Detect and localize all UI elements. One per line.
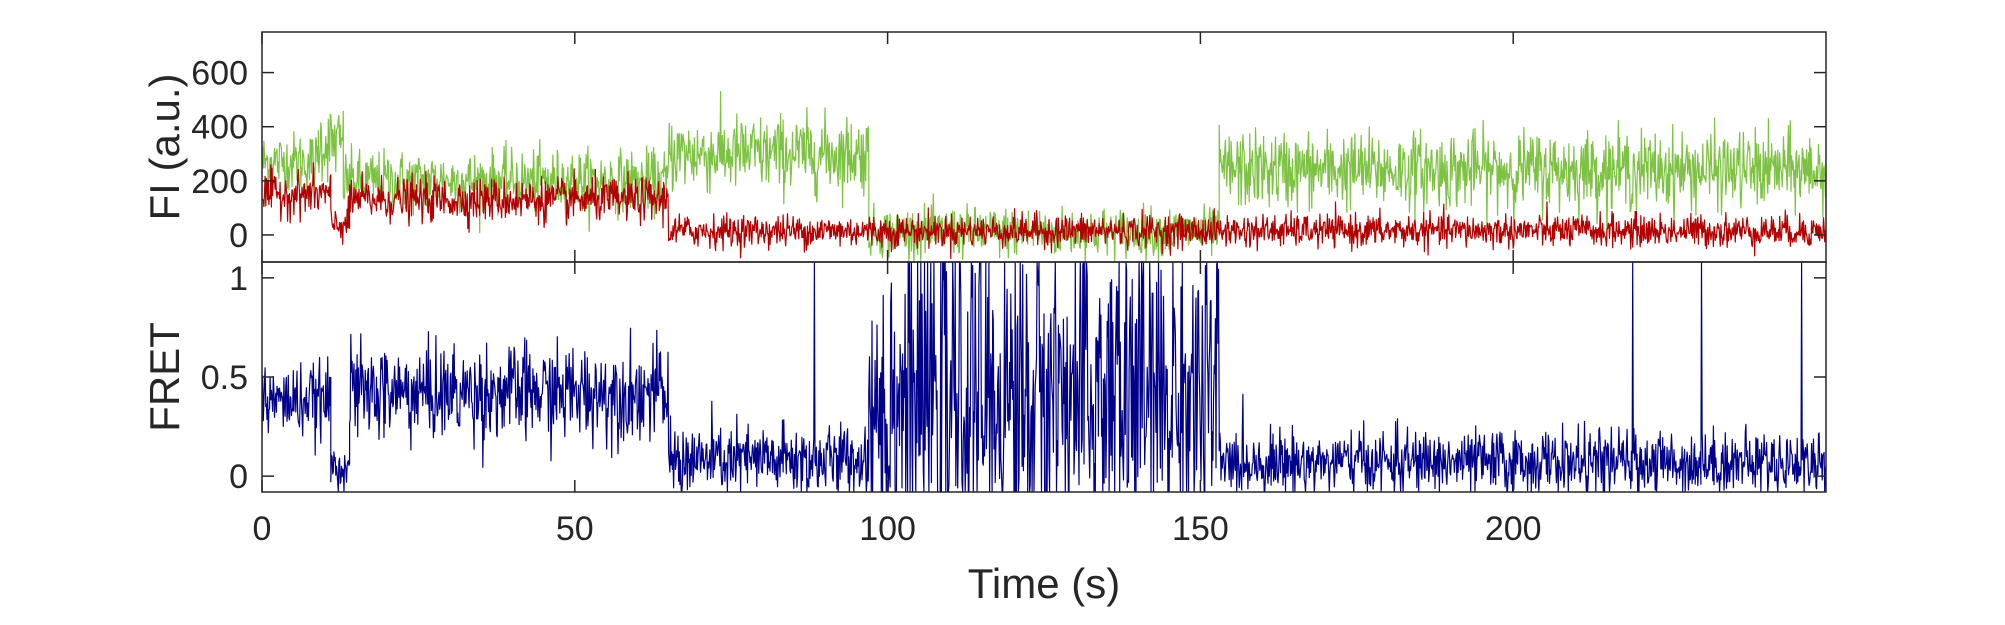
x-axis-label: Time (s) [968,560,1120,607]
bottom-plot-area [262,262,1826,492]
bottom-axis-ticks: 0 0.5 1 0 50 100 150 200 [201,260,1826,548]
top-plot-area [262,91,1826,262]
top-axis-ticks: 0 200 400 600 [191,32,1826,262]
bottom-x-tick-label: 50 [556,510,594,548]
bottom-x-tick-label: 200 [1485,510,1542,548]
bottom-y-tick-label: 0 [229,458,248,496]
top-panel: 0 200 400 600 FI (a.u.) [141,31,1827,263]
bottom-y-tick-label: 1 [229,260,248,298]
bottom-x-tick-label: 0 [253,510,272,548]
top-y-tick-label: 600 [191,55,248,93]
bottom-axes-frame [261,261,1827,493]
top-series-1-line [262,91,1826,262]
bottom-y-tick-label: 0.5 [201,359,248,397]
top-y-tick-label: 400 [191,109,248,147]
top-series-2-line [262,162,1826,259]
top-y-axis-label: FI (a.u.) [141,73,188,220]
top-y-tick-label: 200 [191,163,248,201]
top-y-tick-label: 0 [229,217,248,255]
bottom-x-tick-label: 150 [1172,510,1229,548]
bottom-y-axis-label: FRET [141,322,188,432]
bottom-panel: 0 0.5 1 0 50 100 150 200 FRET Time (s) [141,260,1827,607]
bottom-x-tick-label: 100 [859,510,916,548]
bottom-series-1-line [262,262,1826,492]
